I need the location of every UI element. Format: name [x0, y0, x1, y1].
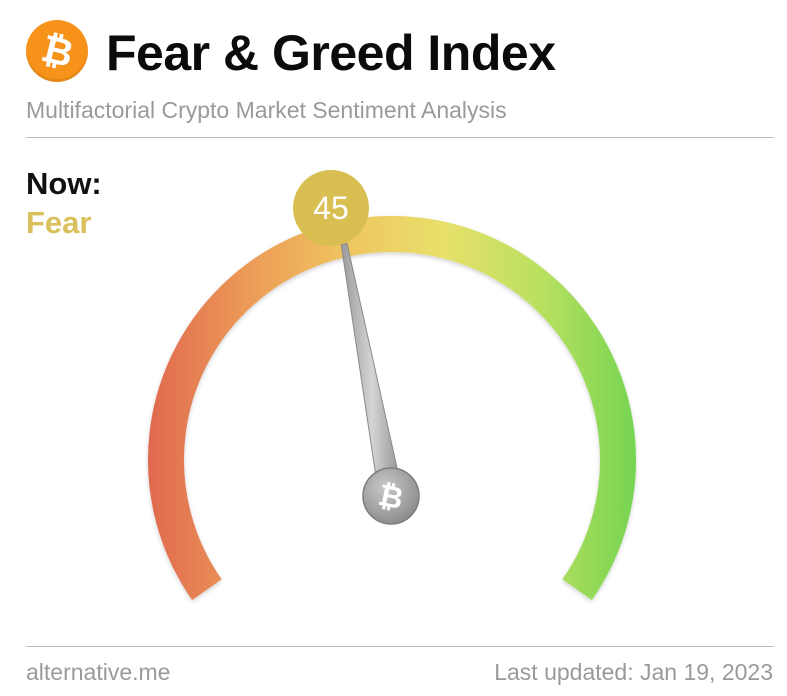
- gauge-needle: [340, 242, 404, 500]
- footer-divider: [26, 646, 774, 647]
- now-label: Now:: [26, 166, 102, 201]
- source-link[interactable]: alternative.me: [26, 659, 171, 685]
- sentiment-gauge: ₿ 45: [148, 170, 636, 600]
- sentiment-classification: Fear: [26, 205, 92, 240]
- value-badge: [293, 170, 369, 246]
- page-title: Fear & Greed Index: [106, 25, 556, 81]
- bitcoin-logo-icon: ₿: [26, 20, 88, 82]
- needle-hub-bitcoin-icon: [362, 467, 420, 525]
- index-value: 45: [313, 190, 349, 226]
- header-divider: [26, 137, 774, 138]
- last-updated: Last updated: Jan 19, 2023: [494, 659, 773, 685]
- gauge-arc: [148, 216, 636, 600]
- page-subtitle: Multifactorial Crypto Market Sentiment A…: [26, 97, 507, 123]
